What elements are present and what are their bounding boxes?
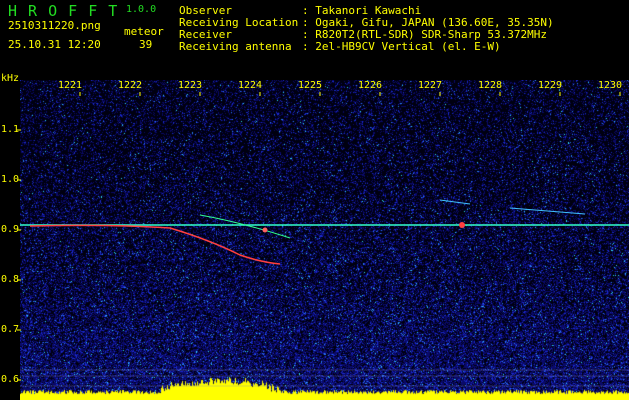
x-tick-label: 1223 bbox=[178, 80, 203, 91]
receiver-label: Receiver bbox=[179, 28, 232, 41]
location-value: : Ogaki, Gifu, JAPAN (136.60E, 35.35N) bbox=[302, 16, 554, 29]
location-label: Receiving Location bbox=[179, 16, 299, 29]
x-tick-label: 1224 bbox=[238, 80, 263, 91]
filename: 2510311220.png bbox=[8, 19, 101, 32]
meteor-echo bbox=[29, 224, 281, 265]
x-tick-label: 1225 bbox=[298, 80, 323, 91]
app-version: 1.0.0 bbox=[126, 4, 157, 15]
observer-label: Observer bbox=[179, 4, 232, 17]
meteor-count: 39 bbox=[139, 38, 153, 51]
y-tick-label: 0.9 bbox=[1, 224, 20, 235]
x-tick-label: 1221 bbox=[58, 80, 83, 91]
y-unit-label: kHz bbox=[1, 73, 20, 84]
x-tick-label: 1222 bbox=[118, 80, 143, 91]
y-tick-label: 0.7 bbox=[1, 324, 20, 335]
meteor-echo bbox=[199, 214, 291, 239]
meteor-echo bbox=[509, 207, 586, 215]
x-tick-label: 1230 bbox=[598, 80, 623, 91]
observer-value: : Takanori Kawachi bbox=[302, 4, 422, 17]
meteor-echo bbox=[439, 199, 471, 205]
meteor-echo bbox=[459, 222, 465, 228]
y-tick-label: 0.8 bbox=[1, 274, 20, 285]
receiver-value: : R820T2(RTL-SDR) SDR-Sharp 53.372MHz bbox=[302, 28, 548, 41]
meteor-label: meteor bbox=[124, 25, 164, 38]
x-tick-label: 1228 bbox=[478, 80, 503, 91]
spectrogram bbox=[20, 80, 629, 400]
x-tick-label: 1226 bbox=[358, 80, 383, 91]
y-tick-label: 1.0 bbox=[1, 174, 20, 185]
antenna-label: Receiving antenna bbox=[179, 40, 292, 53]
x-tick-label: 1229 bbox=[538, 80, 563, 91]
antenna-value: : 2el-HB9CV Vertical (el. E-W) bbox=[302, 40, 501, 53]
datetime: 25.10.31 12:20 bbox=[8, 38, 101, 51]
y-tick-label: 0.6 bbox=[1, 374, 20, 385]
app-title: H R O F F T bbox=[8, 2, 119, 20]
y-tick-label: 1.1 bbox=[1, 124, 20, 135]
x-tick-label: 1227 bbox=[418, 80, 443, 91]
meteor-echo bbox=[262, 227, 268, 233]
